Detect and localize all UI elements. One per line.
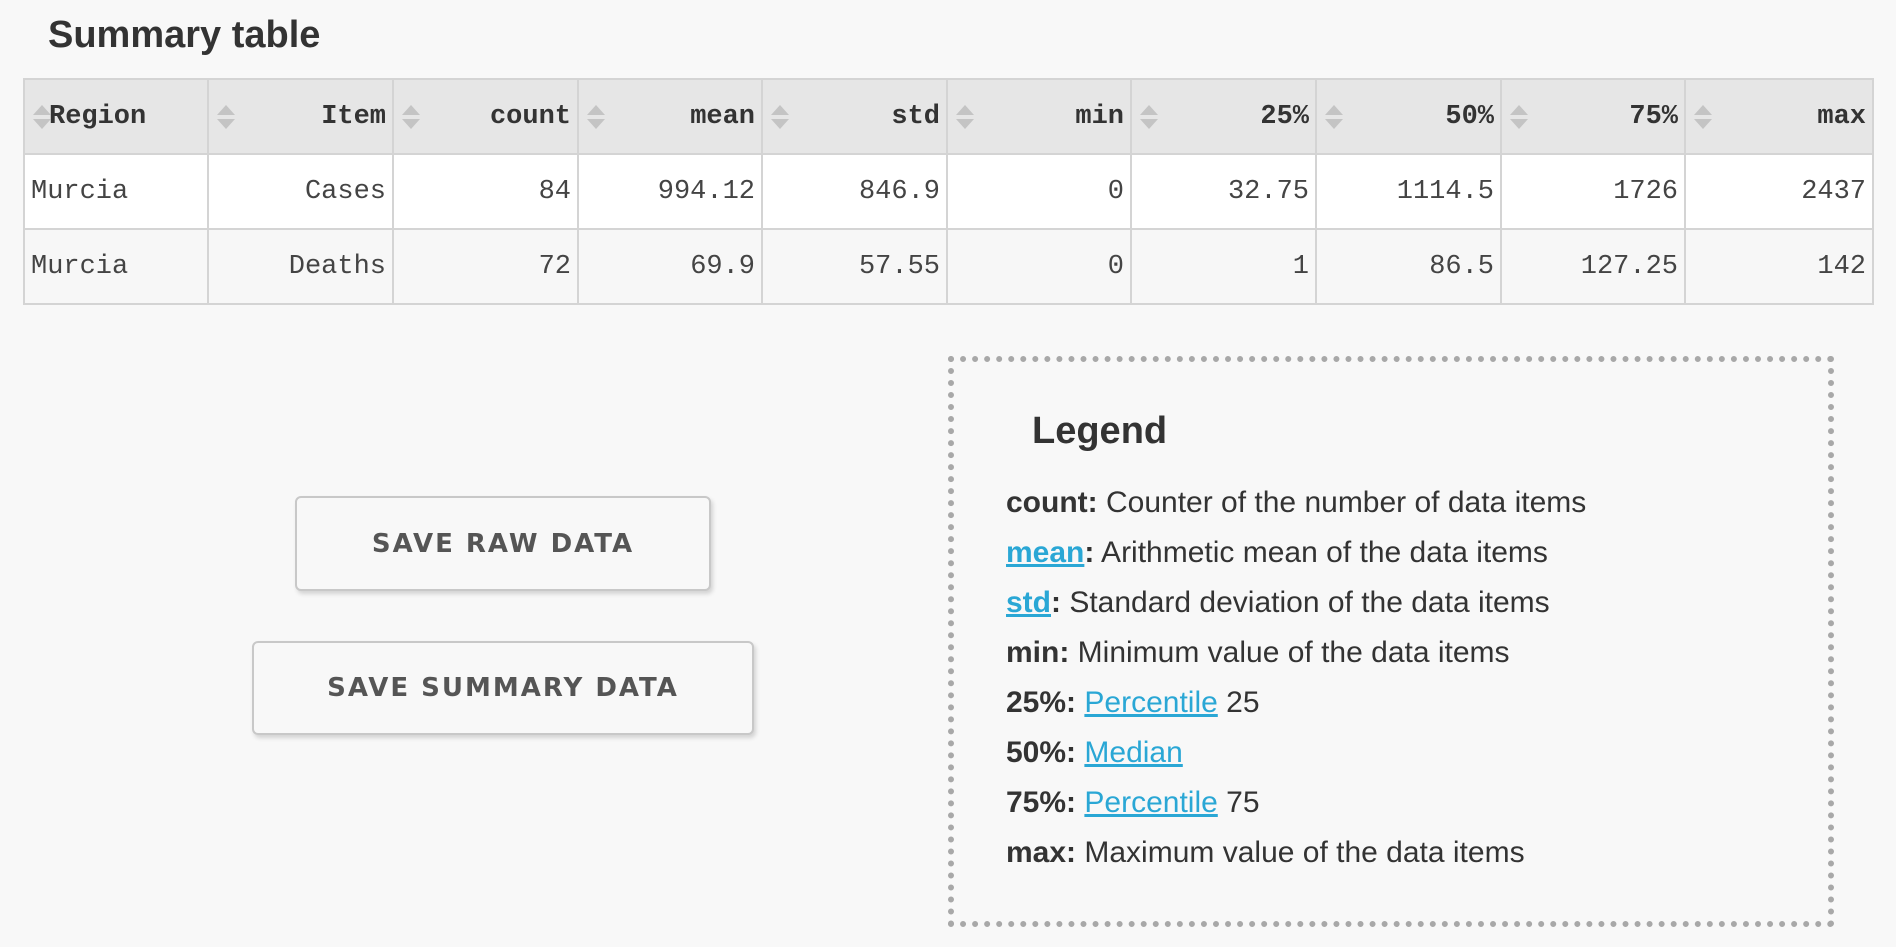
legend-title: Legend [1032, 410, 1168, 452]
legend-term: 75% [1006, 786, 1067, 819]
table-cell: Cases [207, 153, 394, 230]
column-header-75[interactable]: 75% [1500, 78, 1686, 155]
table-row: Murcia Cases 84 994.12 846.9 0 32.75 111… [23, 153, 1874, 230]
table-cell: 0 [946, 153, 1132, 230]
table-cell: 1 [1130, 228, 1317, 305]
column-header-std[interactable]: std [761, 78, 948, 155]
percentile-link[interactable]: Percentile [1084, 786, 1218, 819]
legend-separator: : [1066, 836, 1077, 869]
legend-item-75: 75%: Percentile 75 [1006, 778, 1586, 828]
table-cell: 0 [946, 228, 1132, 305]
save-summary-data-button[interactable]: SAVE SUMMARY DATA [252, 641, 754, 735]
legend-description: Arithmetic mean of the data items [1094, 536, 1548, 569]
legend-item-min: min: Minimum value of the data items [1006, 628, 1586, 678]
legend-separator: : [1066, 686, 1077, 719]
legend-description: Standard deviation of the data items [1061, 586, 1550, 619]
legend-term: count [1006, 486, 1088, 519]
legend-term: 25% [1006, 686, 1067, 719]
column-header-label: 25% [1260, 101, 1309, 132]
column-header-label: max [1817, 101, 1866, 132]
table-cell: 86.5 [1315, 228, 1502, 305]
column-header-item[interactable]: Item [207, 78, 394, 155]
mean-link[interactable]: mean [1006, 536, 1085, 569]
table-cell: 142 [1684, 228, 1874, 305]
legend-separator: : [1084, 536, 1095, 569]
column-header-label: Item [321, 101, 386, 132]
percentile-link[interactable]: Percentile [1084, 686, 1218, 719]
table-cell: 2437 [1684, 153, 1874, 230]
table-cell: 57.55 [761, 228, 948, 305]
sort-icon[interactable] [771, 104, 789, 130]
column-header-25[interactable]: 25% [1130, 78, 1317, 155]
column-header-label: mean [690, 101, 755, 132]
table-cell: 1114.5 [1315, 153, 1502, 230]
column-header-label: count [489, 101, 571, 132]
legend-description: Minimum value of the data items [1069, 636, 1510, 669]
legend-description: 25 [1217, 686, 1260, 719]
legend-separator: : [1051, 586, 1061, 619]
legend-separator: : [1087, 486, 1098, 519]
column-header-label: 75% [1629, 101, 1678, 132]
table-cell: Murcia [23, 228, 209, 305]
column-header-max[interactable]: max [1684, 78, 1874, 155]
sort-icon[interactable] [1140, 104, 1158, 130]
legend-term: 50% [1006, 736, 1067, 769]
legend-separator: : [1066, 736, 1077, 769]
legend-list: count: Counter of the number of data ite… [1006, 478, 1586, 878]
column-header-label: 50% [1445, 101, 1494, 132]
legend-description: Maximum value of the data items [1076, 836, 1525, 869]
sort-icon[interactable] [402, 104, 420, 130]
legend-item-25: 25%: Percentile 25 [1006, 678, 1586, 728]
table-cell: 1726 [1500, 153, 1686, 230]
column-header-label: min [1075, 101, 1124, 132]
legend-item-mean: mean: Arithmetic mean of the data items [1006, 528, 1586, 578]
median-link[interactable]: Median [1084, 736, 1183, 769]
summary-title: Summary table [48, 14, 321, 56]
sort-icon[interactable] [1510, 104, 1528, 130]
legend-panel: Legend count: Counter of the number of d… [948, 356, 1834, 927]
table-cell: 32.75 [1130, 153, 1317, 230]
sort-icon[interactable] [1694, 104, 1712, 130]
table-cell: 846.9 [761, 153, 948, 230]
std-link[interactable]: std [1006, 586, 1051, 619]
table-cell: Murcia [23, 153, 209, 230]
legend-separator: : [1059, 636, 1070, 669]
table-cell: 69.9 [577, 228, 763, 305]
column-header-50[interactable]: 50% [1315, 78, 1502, 155]
table-cell: 127.25 [1500, 228, 1686, 305]
column-header-mean[interactable]: mean [577, 78, 763, 155]
legend-term: max [1006, 836, 1067, 869]
table-cell: 84 [392, 153, 579, 230]
sort-icon[interactable] [33, 104, 51, 130]
legend-item-max: max: Maximum value of the data items [1006, 828, 1586, 878]
column-header-label: std [891, 101, 940, 132]
column-header-min[interactable]: min [946, 78, 1132, 155]
summary-table: Region Item count mean std min 25% 50% 7… [23, 78, 1874, 305]
sort-icon[interactable] [1325, 104, 1343, 130]
legend-item-count: count: Counter of the number of data ite… [1006, 478, 1586, 528]
table-header-row: Region Item count mean std min 25% 50% 7… [23, 78, 1874, 155]
table-cell: Deaths [207, 228, 394, 305]
legend-separator: : [1066, 786, 1077, 819]
column-header-count[interactable]: count [392, 78, 579, 155]
sort-icon[interactable] [217, 104, 235, 130]
table-row: Murcia Deaths 72 69.9 57.55 0 1 86.5 127… [23, 228, 1874, 305]
save-raw-data-button[interactable]: SAVE RAW DATA [295, 496, 711, 591]
table-cell: 72 [392, 228, 579, 305]
legend-item-std: std: Standard deviation of the data item… [1006, 578, 1586, 628]
legend-description: 75 [1217, 786, 1260, 819]
sort-icon[interactable] [956, 104, 974, 130]
column-header-region[interactable]: Region [23, 78, 209, 155]
legend-description: Counter of the number of data items [1097, 486, 1587, 519]
sort-icon[interactable] [587, 104, 605, 130]
column-header-label: Region [49, 101, 147, 132]
legend-term: min [1006, 636, 1060, 669]
legend-item-50: 50%: Median [1006, 728, 1586, 778]
table-cell: 994.12 [577, 153, 763, 230]
